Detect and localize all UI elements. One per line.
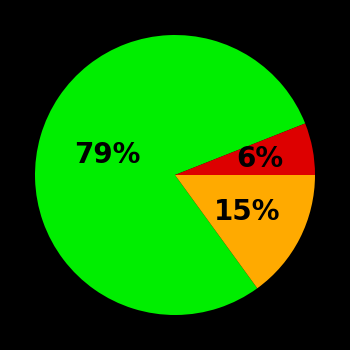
- Wedge shape: [35, 35, 305, 315]
- Text: 15%: 15%: [214, 198, 281, 226]
- Text: 79%: 79%: [75, 141, 141, 169]
- Wedge shape: [175, 175, 315, 288]
- Wedge shape: [175, 124, 315, 175]
- Text: 6%: 6%: [237, 145, 284, 173]
